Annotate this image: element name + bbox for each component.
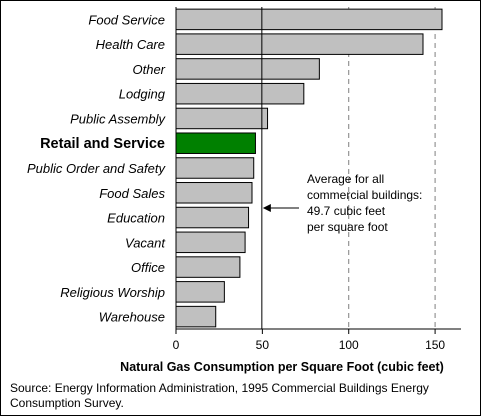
x-tick-label: 100: [339, 338, 359, 352]
bar: [175, 281, 225, 303]
average-marker: Average for all commercial buildings: 49.7…: [261, 7, 422, 329]
average-annotation-line: Average for all: [307, 172, 384, 186]
category-label: Other: [132, 62, 165, 77]
bar: [175, 33, 424, 55]
average-annotation-line: commercial buildings:: [307, 188, 422, 202]
x-axis-title: Natural Gas Consumption per Square Foot …: [120, 360, 444, 374]
category-label: Lodging: [119, 87, 166, 102]
annotation-arrowhead: [262, 204, 271, 212]
bars: [175, 8, 443, 328]
category-label: Food Service: [88, 12, 165, 27]
average-annotation-line: per square foot: [307, 220, 388, 234]
x-tick-label: 50: [256, 338, 270, 352]
source-note: Source: Energy Information Administratio…: [10, 381, 429, 410]
category-label: Office: [131, 260, 165, 275]
category-label: Retail and Service: [40, 136, 165, 152]
bar: [175, 8, 443, 31]
category-label: Food Sales: [99, 186, 165, 201]
gridlines: [348, 7, 436, 329]
x-tick-label: 150: [425, 338, 445, 352]
x-axis: 0 50 100 150: [173, 7, 461, 352]
category-label: Public Order and Safety: [27, 161, 167, 176]
category-label: Public Assembly: [70, 111, 166, 126]
bar: [175, 305, 217, 328]
bar: [175, 82, 305, 105]
bar: [175, 256, 241, 278]
category-label: Religious Worship: [60, 285, 165, 300]
category-labels: Food Service Health Care Other Lodging Publi…: [27, 12, 167, 324]
category-label: Health Care: [96, 37, 165, 52]
bar: [175, 231, 246, 254]
bar: [175, 107, 269, 130]
x-tick-label: 0: [173, 338, 180, 352]
category-label: Education: [107, 211, 165, 226]
category-label: Vacant: [125, 235, 166, 250]
category-label: Warehouse: [99, 310, 165, 325]
bar: [175, 182, 253, 204]
average-annotation-line: 49.7 cubic feet: [307, 204, 386, 218]
bar: [175, 132, 256, 154]
bar: [175, 206, 250, 229]
bar: [175, 58, 320, 80]
bar: [175, 157, 255, 179]
